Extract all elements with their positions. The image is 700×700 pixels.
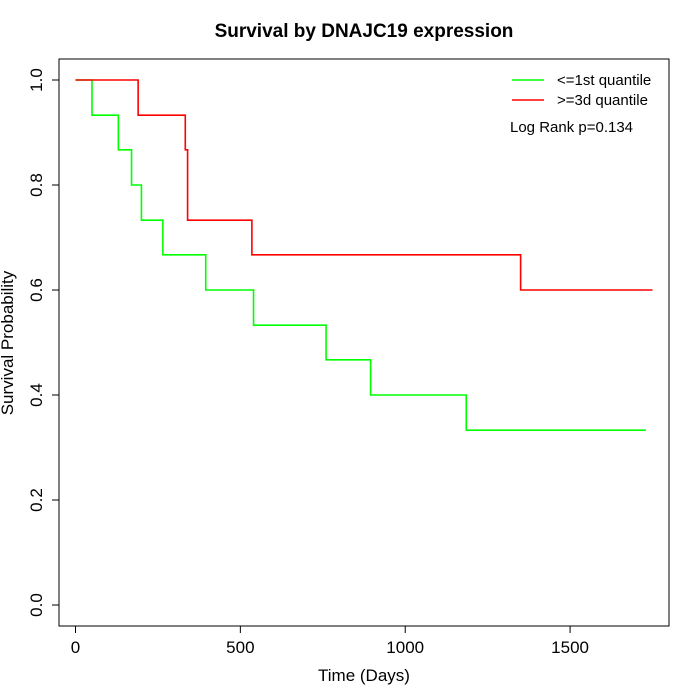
- survival-curve-1: [75, 79, 646, 431]
- x-tick-label: 1500: [551, 638, 589, 657]
- chart-title: Survival by DNAJC19 expression: [215, 21, 514, 42]
- x-tick-label: 1000: [386, 638, 424, 657]
- survival-curve-2: [75, 79, 653, 291]
- legend: <=1st quantile >=3d quantile: [512, 72, 651, 109]
- x-axis: 0 500 1000 1500: [71, 625, 589, 657]
- y-axis: 0.0 0.2 0.4 0.6 0.8 1.0: [27, 68, 60, 617]
- y-tick-label: 0.4: [27, 383, 46, 407]
- legend-label: <=1st quantile: [557, 72, 651, 89]
- x-tick-label: 0: [71, 638, 80, 657]
- log-rank-annotation: Log Rank p=0.134: [510, 119, 633, 136]
- x-tick-label: 500: [226, 638, 254, 657]
- y-axis-label: Survival Probability: [0, 270, 17, 415]
- y-tick-label: 0.6: [27, 278, 46, 302]
- y-tick-label: 0.2: [27, 488, 46, 512]
- x-axis-label: Time (Days): [318, 666, 410, 685]
- y-tick-label: 0.8: [27, 173, 46, 197]
- y-tick-label: 1.0: [27, 68, 46, 92]
- plot-frame: [58, 58, 670, 627]
- plot-lines: [75, 79, 653, 431]
- legend-label: >=3d quantile: [557, 92, 648, 109]
- y-tick-label: 0.0: [27, 593, 46, 617]
